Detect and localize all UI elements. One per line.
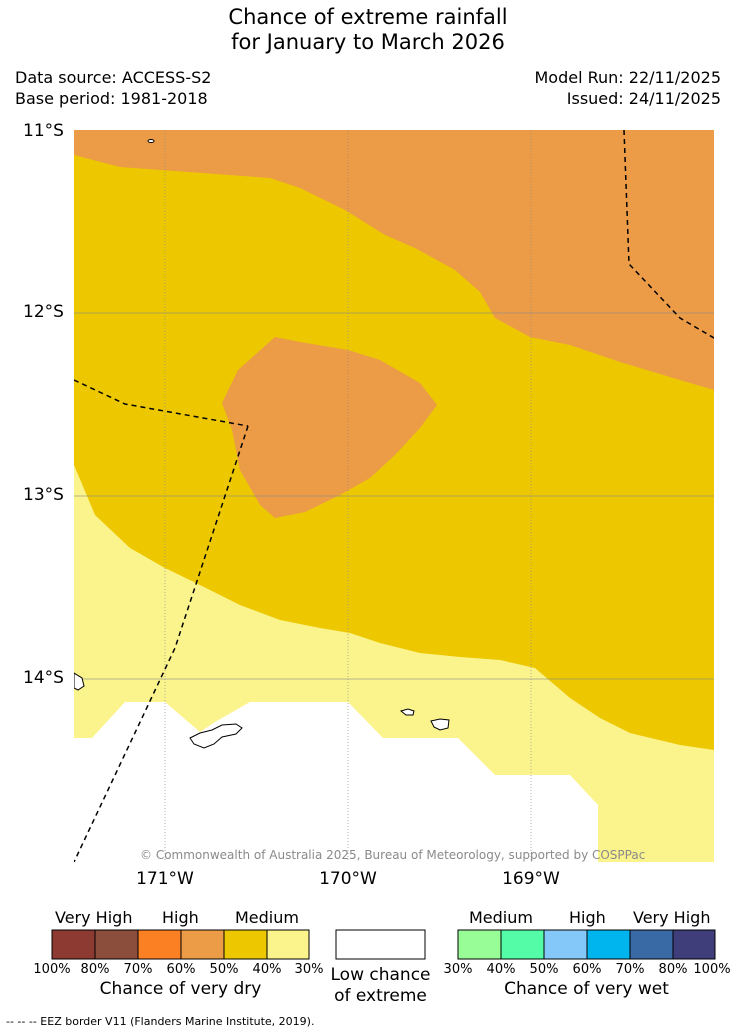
- gridlines: [74, 130, 714, 862]
- legend-dry-tick: 80%: [80, 962, 110, 977]
- lat-label-11s: 11°S: [23, 121, 64, 141]
- legend-dry-high: High: [162, 908, 199, 927]
- legend-wet-tick: 40%: [486, 962, 516, 977]
- lon-label-169w: 169°W: [502, 869, 560, 889]
- lon-label-170w: 170°W: [319, 869, 377, 889]
- legend-dry-tick: 70%: [123, 962, 153, 977]
- lat-label-12s: 12°S: [23, 302, 64, 322]
- lat-label-13s: 13°S: [23, 485, 64, 505]
- legend-wet-caption: Chance of very wet: [504, 979, 669, 999]
- legend-wet-tick: 60%: [572, 962, 602, 977]
- legend-dry-tick: 60%: [166, 962, 196, 977]
- legend-wet-tick: 50%: [529, 962, 559, 977]
- legend-dry-caption: Chance of very dry: [99, 979, 262, 999]
- legend-wet-high: High: [569, 908, 606, 927]
- legend-dry-tick: 100%: [33, 962, 71, 977]
- zone-dry-50-60-blob: [222, 337, 437, 518]
- legend-wet-tick: 70%: [615, 962, 645, 977]
- legend-low-caption-line2: of extreme: [334, 986, 427, 1006]
- legend-dry-tick: 40%: [252, 962, 282, 977]
- data-source: Data source: ACCESS-S2: [15, 68, 212, 87]
- lon-label-171w: 171°W: [136, 869, 194, 889]
- lat-label-14s: 14°S: [23, 668, 64, 688]
- legend-dry-medium: Medium: [235, 908, 299, 927]
- model-run: Model Run: 22/11/2025: [534, 68, 722, 87]
- map-title-line2: for January to March 2026: [231, 30, 505, 54]
- legend-wet-medium: Medium: [469, 908, 533, 927]
- islands: [74, 139, 450, 749]
- legend-wet-tick: 30%: [443, 962, 473, 977]
- legend-dry-tick: 50%: [209, 962, 239, 977]
- issued-date: Issued: 24/11/2025: [566, 89, 721, 108]
- copyright-credit: © Commonwealth of Australia 2025, Bureau…: [140, 848, 646, 862]
- eez-footnote: -- -- -- EEZ border V11 (Flanders Marine…: [6, 1015, 315, 1028]
- map-title-line1: Chance of extreme rainfall: [228, 5, 508, 29]
- legend-wet-tick: 100%: [693, 962, 731, 977]
- legend-wet-very-high: Very High: [633, 908, 711, 927]
- legend-dry-tick: 30%: [294, 962, 324, 977]
- eez-border: [74, 130, 714, 862]
- base-period: Base period: 1981-2018: [15, 89, 208, 108]
- legend-wet-tick: 80%: [658, 962, 688, 977]
- legend-dry-very-high: Very High: [55, 908, 133, 927]
- legend-low-caption-line1: Low chance: [330, 965, 431, 985]
